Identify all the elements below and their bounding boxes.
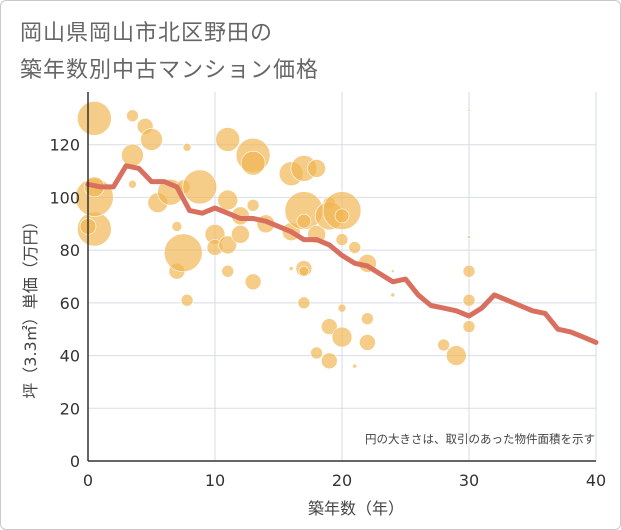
data-bubble [244,273,262,291]
chart-title-line1: 岡山県岡山市北区野田の [20,21,274,46]
bubble-size-note: 円の大きさは、取引のあった物件面積を示す [365,432,595,446]
y-tick-label: 20 [60,399,80,418]
y-axis-label: 坪（3.3㎡）単価（万円） [21,213,40,398]
y-tick-label: 100 [49,188,80,207]
data-bubble [467,235,471,239]
data-bubble [390,269,395,274]
data-bubble [217,189,238,211]
data-bubble [182,143,192,152]
x-tick-label: 0 [83,471,93,490]
data-bubble [297,296,311,310]
data-bubble [445,345,467,366]
data-bubble [180,293,194,307]
x-axis-label: 築年数（年） [308,499,404,518]
y-tick-label: 40 [60,347,80,366]
data-bubble [240,150,266,176]
data-bubble [320,318,338,335]
y-tick-label: 120 [49,136,80,155]
data-bubble [171,221,183,232]
trend-line [85,163,599,345]
grid-lines [88,92,597,461]
data-bubble [307,159,326,178]
data-bubble [140,128,163,151]
data-bubble [288,266,294,271]
data-bubble [462,320,476,333]
y-tick-label: 60 [60,294,80,313]
data-bubble [337,303,347,313]
data-bubble [298,265,310,277]
trend-line-layer [85,163,599,345]
data-bubble [390,292,396,298]
data-bubble [320,352,338,370]
data-bubble [467,108,471,112]
y-tick-label: 0 [70,452,80,471]
data-bubble [335,233,349,246]
chart-title-line2: 築年数別中古マンション価格 [20,58,320,83]
data-bubble [437,338,450,352]
data-bubble [348,241,362,254]
data-bubble [334,208,350,224]
data-bubble [128,179,137,189]
data-bubble [296,213,312,229]
data-bubble [126,109,139,123]
data-bubble [121,143,144,167]
data-bubble [182,169,218,205]
data-bubble [331,326,353,348]
data-bubble [221,264,234,278]
data-bubble [231,225,250,244]
x-tick-label: 20 [332,471,352,490]
data-bubble [352,363,358,369]
x-tick-label: 30 [459,471,479,490]
data-bubble [77,101,112,136]
bubble-series [75,101,476,370]
data-bubble [361,312,374,325]
data-bubble [246,199,260,212]
axes [87,92,596,462]
data-bubble [163,233,203,273]
data-bubble [462,293,476,307]
data-bubble [218,235,237,255]
data-bubble [462,264,476,278]
x-tick-label: 40 [586,471,606,490]
y-tick-label: 80 [60,241,80,260]
tick-labels: 0 10 20 30 40 0 20 40 60 80 100 120 [49,136,606,490]
data-bubble [359,334,376,351]
x-tick-label: 10 [205,471,225,490]
data-bubble [310,346,323,360]
data-bubble [215,127,240,152]
